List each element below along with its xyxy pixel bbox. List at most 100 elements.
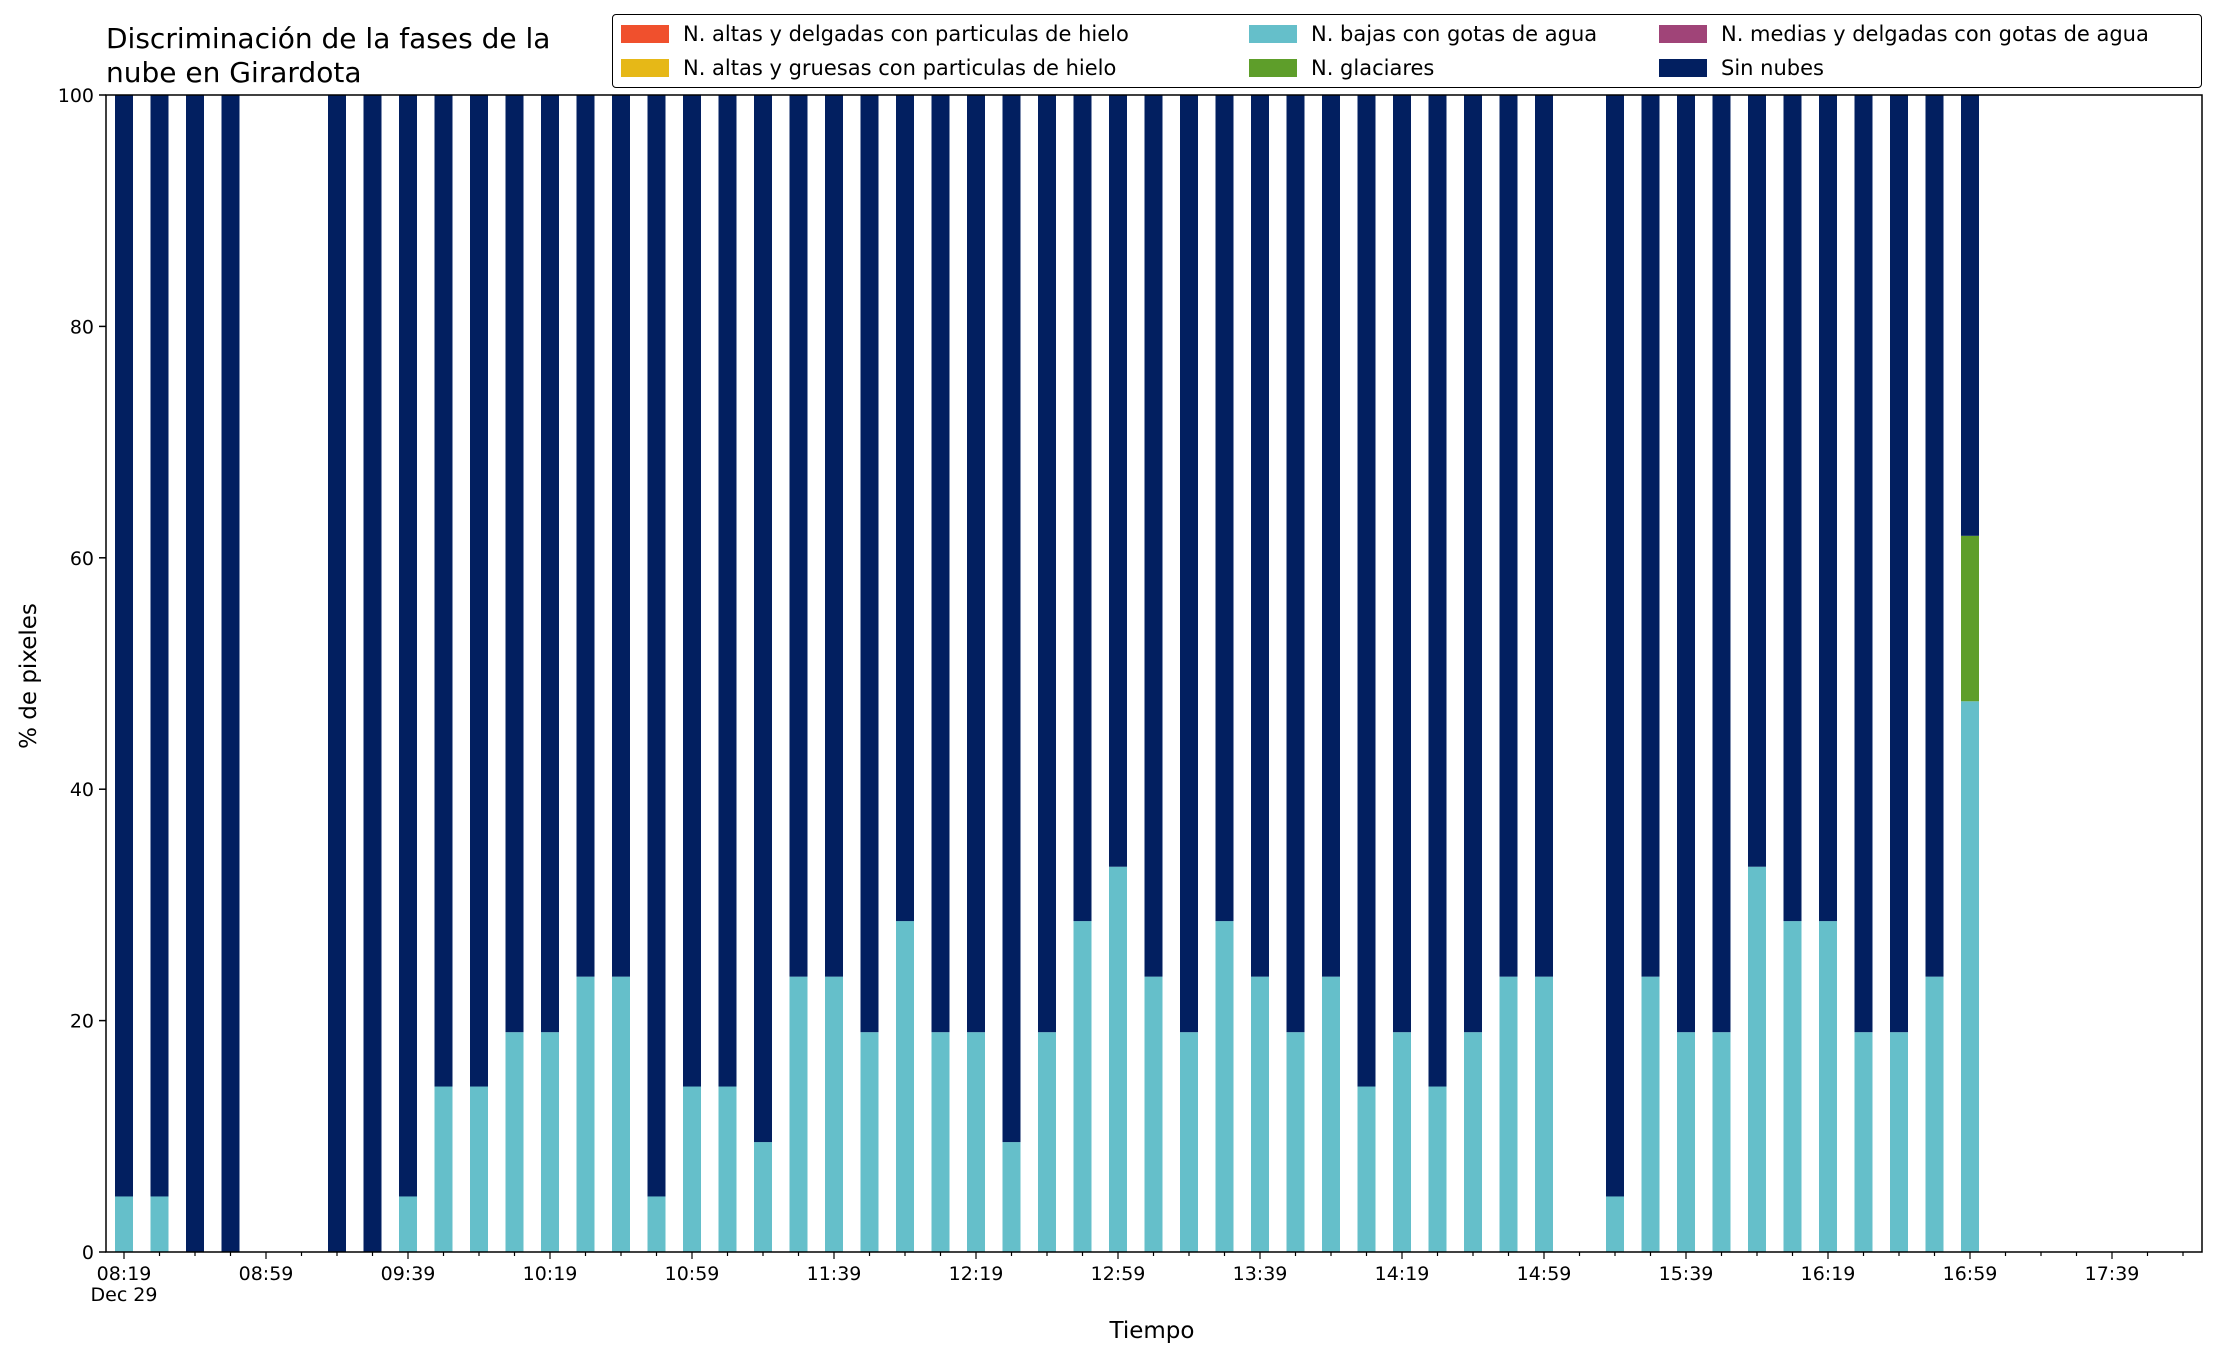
- x-tick-label: 17:39: [2085, 1263, 2140, 1285]
- bar-segment: [1109, 95, 1127, 867]
- bar-segment: [931, 1032, 950, 1252]
- bar-segment: [1535, 95, 1553, 977]
- legend-label: Sin nubes: [1721, 56, 1824, 80]
- legend-item: N. altas y gruesas con particulas de hie…: [621, 53, 1116, 83]
- legend-label: N. medias y delgadas con gotas de agua: [1721, 22, 2149, 46]
- bar-segment: [363, 95, 382, 1252]
- bar-segment: [1180, 95, 1198, 1033]
- axes-group: 0 20 40 60 80 100 08:19 Dec 29 08:59 09:39 10:19 10…: [58, 85, 2203, 1306]
- bar-segment: [860, 1032, 879, 1252]
- legend-item: N. medias y delgadas con gotas de agua: [1659, 19, 2149, 49]
- x-tick-label: 11:39: [807, 1263, 862, 1285]
- bar-segment: [1854, 1032, 1873, 1252]
- bar-segment: [1002, 1142, 1021, 1252]
- legend-label: N. altas y delgadas con particulas de hi…: [683, 22, 1129, 46]
- bar-segment: [1357, 1086, 1376, 1252]
- bar-segment: [825, 976, 843, 1252]
- bar-segment: [931, 95, 950, 1033]
- bar-segment: [1144, 976, 1163, 1252]
- bar-segment: [399, 95, 417, 1197]
- bar-segment: [115, 95, 133, 1197]
- y-tick-label: 40: [70, 779, 94, 801]
- bar-segment: [150, 1196, 169, 1252]
- bar-segment: [115, 1196, 133, 1252]
- legend-swatch: [1659, 59, 1707, 77]
- bar-segment: [1925, 95, 1944, 977]
- y-tick-label: 100: [58, 85, 94, 107]
- x-tick-label: 08:19 Dec 29: [91, 1263, 158, 1306]
- chart-title: Discriminación de la fases de la nube en…: [106, 22, 551, 89]
- bar-segment: [1748, 866, 1766, 1252]
- legend-item: Sin nubes: [1659, 53, 1824, 83]
- bar-segment: [1819, 921, 1837, 1252]
- bar-segment: [683, 1086, 701, 1252]
- bar-segment: [1961, 701, 1979, 1252]
- bar-segment: [1393, 95, 1411, 1033]
- x-tick-label: 15:39: [1659, 1263, 1714, 1285]
- x-tick-label: 10:19: [523, 1263, 578, 1285]
- bar-segment: [1393, 1032, 1411, 1252]
- bar-segment: [1890, 95, 1908, 1033]
- bar-segment: [576, 95, 595, 977]
- bar-segment: [1322, 95, 1340, 977]
- bar-segment: [754, 1142, 772, 1252]
- bar-segment: [1109, 866, 1127, 1252]
- legend-swatch: [621, 59, 669, 77]
- bar-segment: [541, 95, 559, 1033]
- bar-segment: [1499, 976, 1518, 1252]
- bar-segment: [1606, 95, 1624, 1197]
- bar-segment: [186, 95, 204, 1252]
- x-tick-label: 16:19: [1801, 1263, 1856, 1285]
- bar-segment: [896, 921, 914, 1252]
- bar-segment: [1002, 95, 1021, 1143]
- bar-segment: [789, 95, 808, 977]
- x-tick-label: 08:59: [239, 1263, 294, 1285]
- bar-segment: [860, 95, 879, 1033]
- bar-segment: [1535, 976, 1553, 1252]
- legend-item: N. glaciares: [1249, 53, 1434, 83]
- legend-swatch: [1659, 25, 1707, 43]
- bar-segment: [470, 1086, 488, 1252]
- legend-item: N. bajas con gotas de agua: [1249, 19, 1597, 49]
- bar-segment: [967, 95, 985, 1033]
- bar-segment: [1677, 95, 1695, 1033]
- bar-segment: [1748, 95, 1766, 867]
- y-tick-label: 20: [70, 1011, 94, 1033]
- bar-segment: [1499, 95, 1518, 977]
- bar-segment: [967, 1032, 985, 1252]
- bar-segment: [1925, 976, 1944, 1252]
- x-tick-label: 12:19: [949, 1263, 1004, 1285]
- bar-segment: [647, 1196, 666, 1252]
- bar-segment: [718, 95, 737, 1087]
- bar-segment: [221, 95, 240, 1252]
- bar-segment: [1641, 976, 1660, 1252]
- bar-segment: [718, 1086, 737, 1252]
- bar-segment: [1251, 976, 1269, 1252]
- bar-segment: [825, 95, 843, 977]
- bar-segment: [328, 95, 346, 1252]
- x-tick-label: 14:19: [1375, 1263, 1430, 1285]
- bar-segment: [1677, 1032, 1695, 1252]
- bar-segment: [1180, 1032, 1198, 1252]
- legend-swatch: [1249, 59, 1297, 77]
- bars-group: [115, 95, 1979, 1252]
- bar-segment: [1783, 921, 1802, 1252]
- legend-label: N. glaciares: [1311, 56, 1435, 80]
- bar-segment: [683, 95, 701, 1087]
- bar-segment: [1428, 1086, 1447, 1252]
- bar-segment: [754, 95, 772, 1143]
- bar-segment: [470, 95, 488, 1087]
- bar-segment: [1144, 95, 1163, 977]
- bar-segment: [399, 1196, 417, 1252]
- legend-label: N. altas y gruesas con particulas de hie…: [683, 56, 1117, 80]
- bar-segment: [1464, 95, 1482, 1033]
- bar-segment: [1890, 1032, 1908, 1252]
- bar-segment: [896, 95, 914, 922]
- legend: N. altas y delgadas con particulas de hi…: [612, 14, 2202, 88]
- bar-segment: [1215, 95, 1234, 922]
- bar-segment: [1073, 95, 1092, 922]
- y-tick-label: 0: [82, 1242, 94, 1264]
- x-axis-label: Tiempo: [1109, 1318, 1195, 1344]
- bar-segment: [1464, 1032, 1482, 1252]
